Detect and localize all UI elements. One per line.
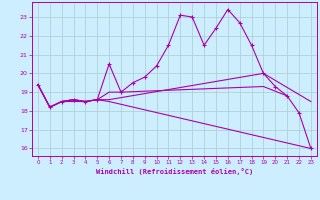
X-axis label: Windchill (Refroidissement éolien,°C): Windchill (Refroidissement éolien,°C) [96, 168, 253, 175]
